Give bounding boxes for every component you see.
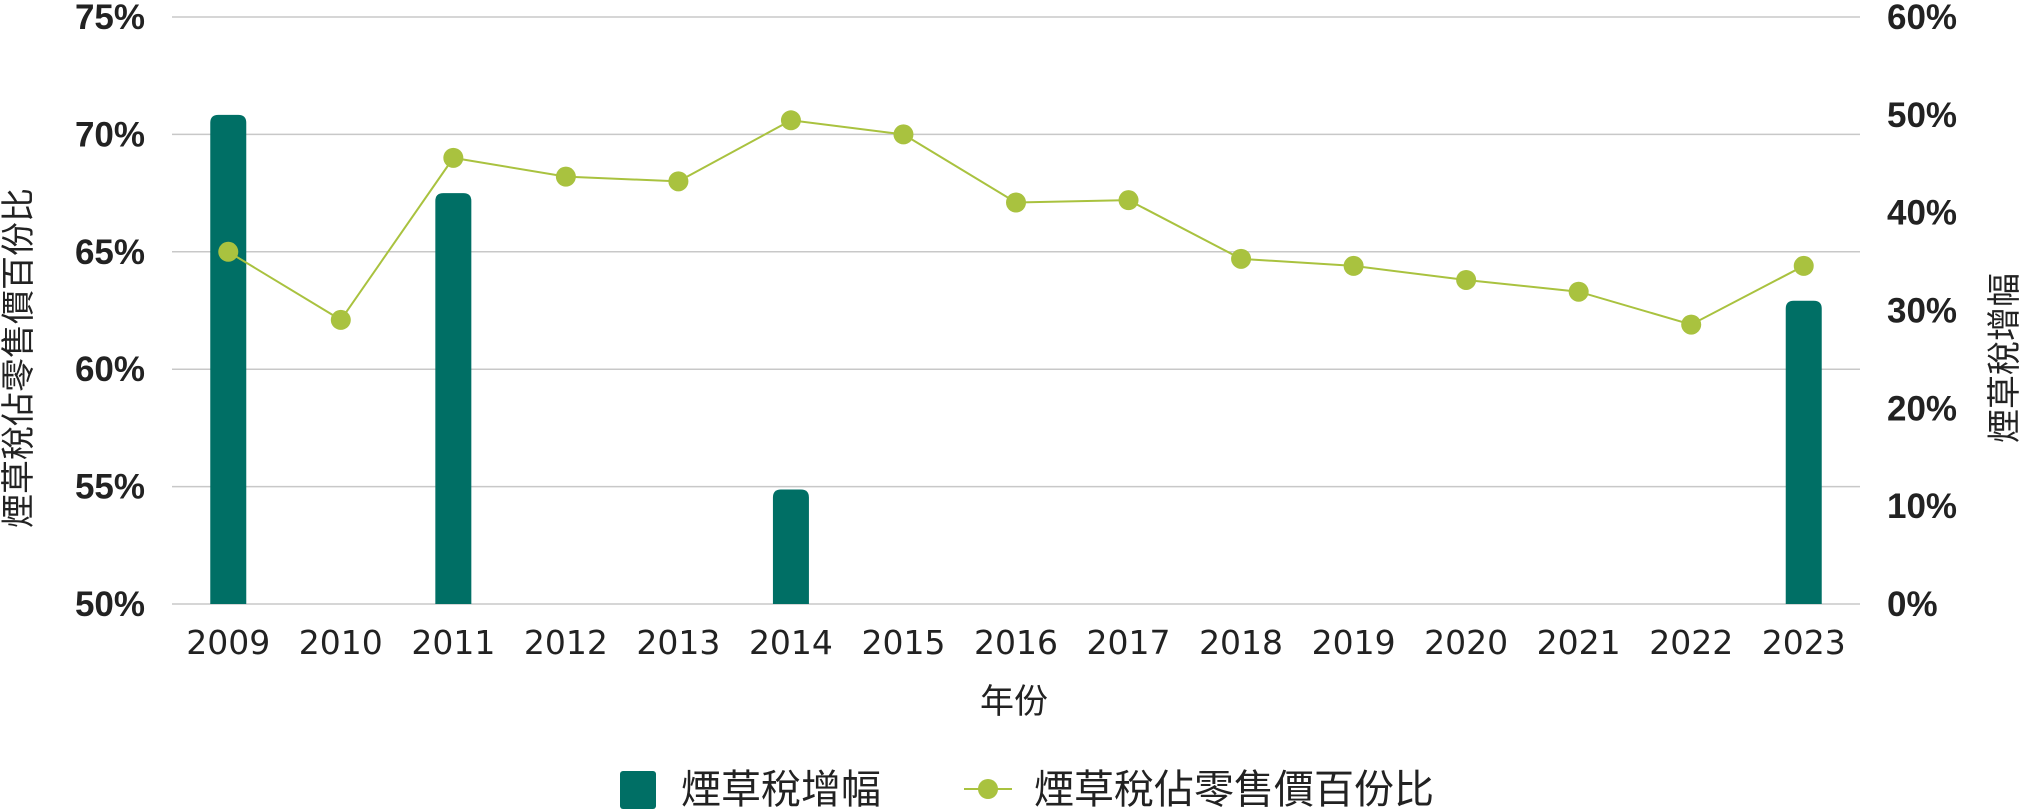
x-tick-label: 2017	[1087, 623, 1171, 662]
line-point-2021	[1568, 281, 1589, 302]
bar-2014	[772, 489, 809, 604]
right-axis-ticks: 0% 10% 20% 30% 40% 50% 60%	[1887, 0, 1957, 624]
line-point-2010	[330, 309, 351, 330]
legend-item-line: 煙草稅佔零售價百份比	[964, 767, 1434, 810]
x-tick-label: 2012	[524, 623, 608, 662]
right-tick-label: 40%	[1887, 194, 1957, 233]
line-point-2023	[1793, 255, 1814, 276]
right-tick-label: 10%	[1887, 487, 1957, 526]
x-tick-label: 2018	[1199, 623, 1283, 662]
bar-2009	[210, 114, 247, 604]
x-tick-label: 2015	[861, 623, 945, 662]
left-axis-ticks: 50% 55% 60% 65% 70% 75%	[75, 0, 145, 624]
left-tick-label: 75%	[75, 0, 145, 37]
x-tick-label: 2009	[186, 623, 270, 662]
line-point-2009	[218, 241, 239, 262]
legend-bar-label: 煙草稅增幅	[681, 767, 881, 810]
line-point-2020	[1456, 269, 1477, 290]
left-tick-label: 50%	[75, 585, 145, 624]
line-point-2013	[668, 171, 689, 192]
x-tick-label: 2016	[974, 623, 1058, 662]
line-point-2016	[1006, 192, 1026, 213]
right-tick-label: 0%	[1887, 585, 1938, 624]
left-tick-label: 60%	[75, 350, 145, 389]
x-tick-label: 2019	[1312, 623, 1396, 662]
right-tick-label: 20%	[1887, 389, 1957, 428]
line-point-2017	[1118, 190, 1139, 211]
left-axis-title: 煙草稅佔零售價百份比	[0, 188, 39, 528]
bar-series	[210, 114, 1822, 604]
line-point-2012	[555, 166, 576, 187]
bar-2011	[435, 193, 472, 604]
line-point-2011	[443, 147, 464, 168]
legend-line-label: 煙草稅佔零售價百份比	[1034, 767, 1434, 810]
bar-2023	[1785, 300, 1822, 604]
gridlines	[172, 16, 1860, 605]
x-axis-ticks: 2009 2010 2011 2012 2013 2014 2015 2016 2017 2018…	[186, 623, 1845, 662]
left-tick-label: 65%	[75, 233, 145, 272]
line-series	[218, 110, 1814, 335]
line-point-2018	[1231, 248, 1252, 269]
x-tick-label: 2023	[1762, 623, 1846, 662]
right-tick-label: 50%	[1887, 96, 1957, 135]
x-tick-label: 2011	[411, 623, 495, 662]
legend-item-bar: 煙草稅增幅	[620, 767, 881, 810]
right-tick-label: 60%	[1887, 0, 1957, 37]
legend: 煙草稅增幅 煙草稅佔零售價百份比	[620, 767, 1434, 810]
line-point-2022	[1681, 314, 1702, 335]
x-tick-label: 2014	[749, 623, 833, 662]
line-point-2014	[780, 110, 801, 131]
line-point-2015	[893, 124, 914, 145]
x-tick-label: 2013	[636, 623, 720, 662]
x-tick-label: 2010	[299, 623, 383, 662]
right-axis-title: 煙草稅增幅	[1985, 273, 2025, 443]
line-point-2019	[1343, 255, 1364, 276]
left-tick-label: 70%	[75, 115, 145, 154]
x-tick-label: 2022	[1649, 623, 1733, 662]
x-tick-label: 2020	[1424, 623, 1508, 662]
left-tick-label: 55%	[75, 468, 145, 507]
legend-bar-swatch	[620, 771, 656, 809]
x-tick-label: 2021	[1537, 623, 1621, 662]
legend-line-marker	[978, 779, 998, 799]
right-tick-label: 30%	[1887, 292, 1957, 331]
x-axis-title: 年份	[980, 682, 1048, 722]
